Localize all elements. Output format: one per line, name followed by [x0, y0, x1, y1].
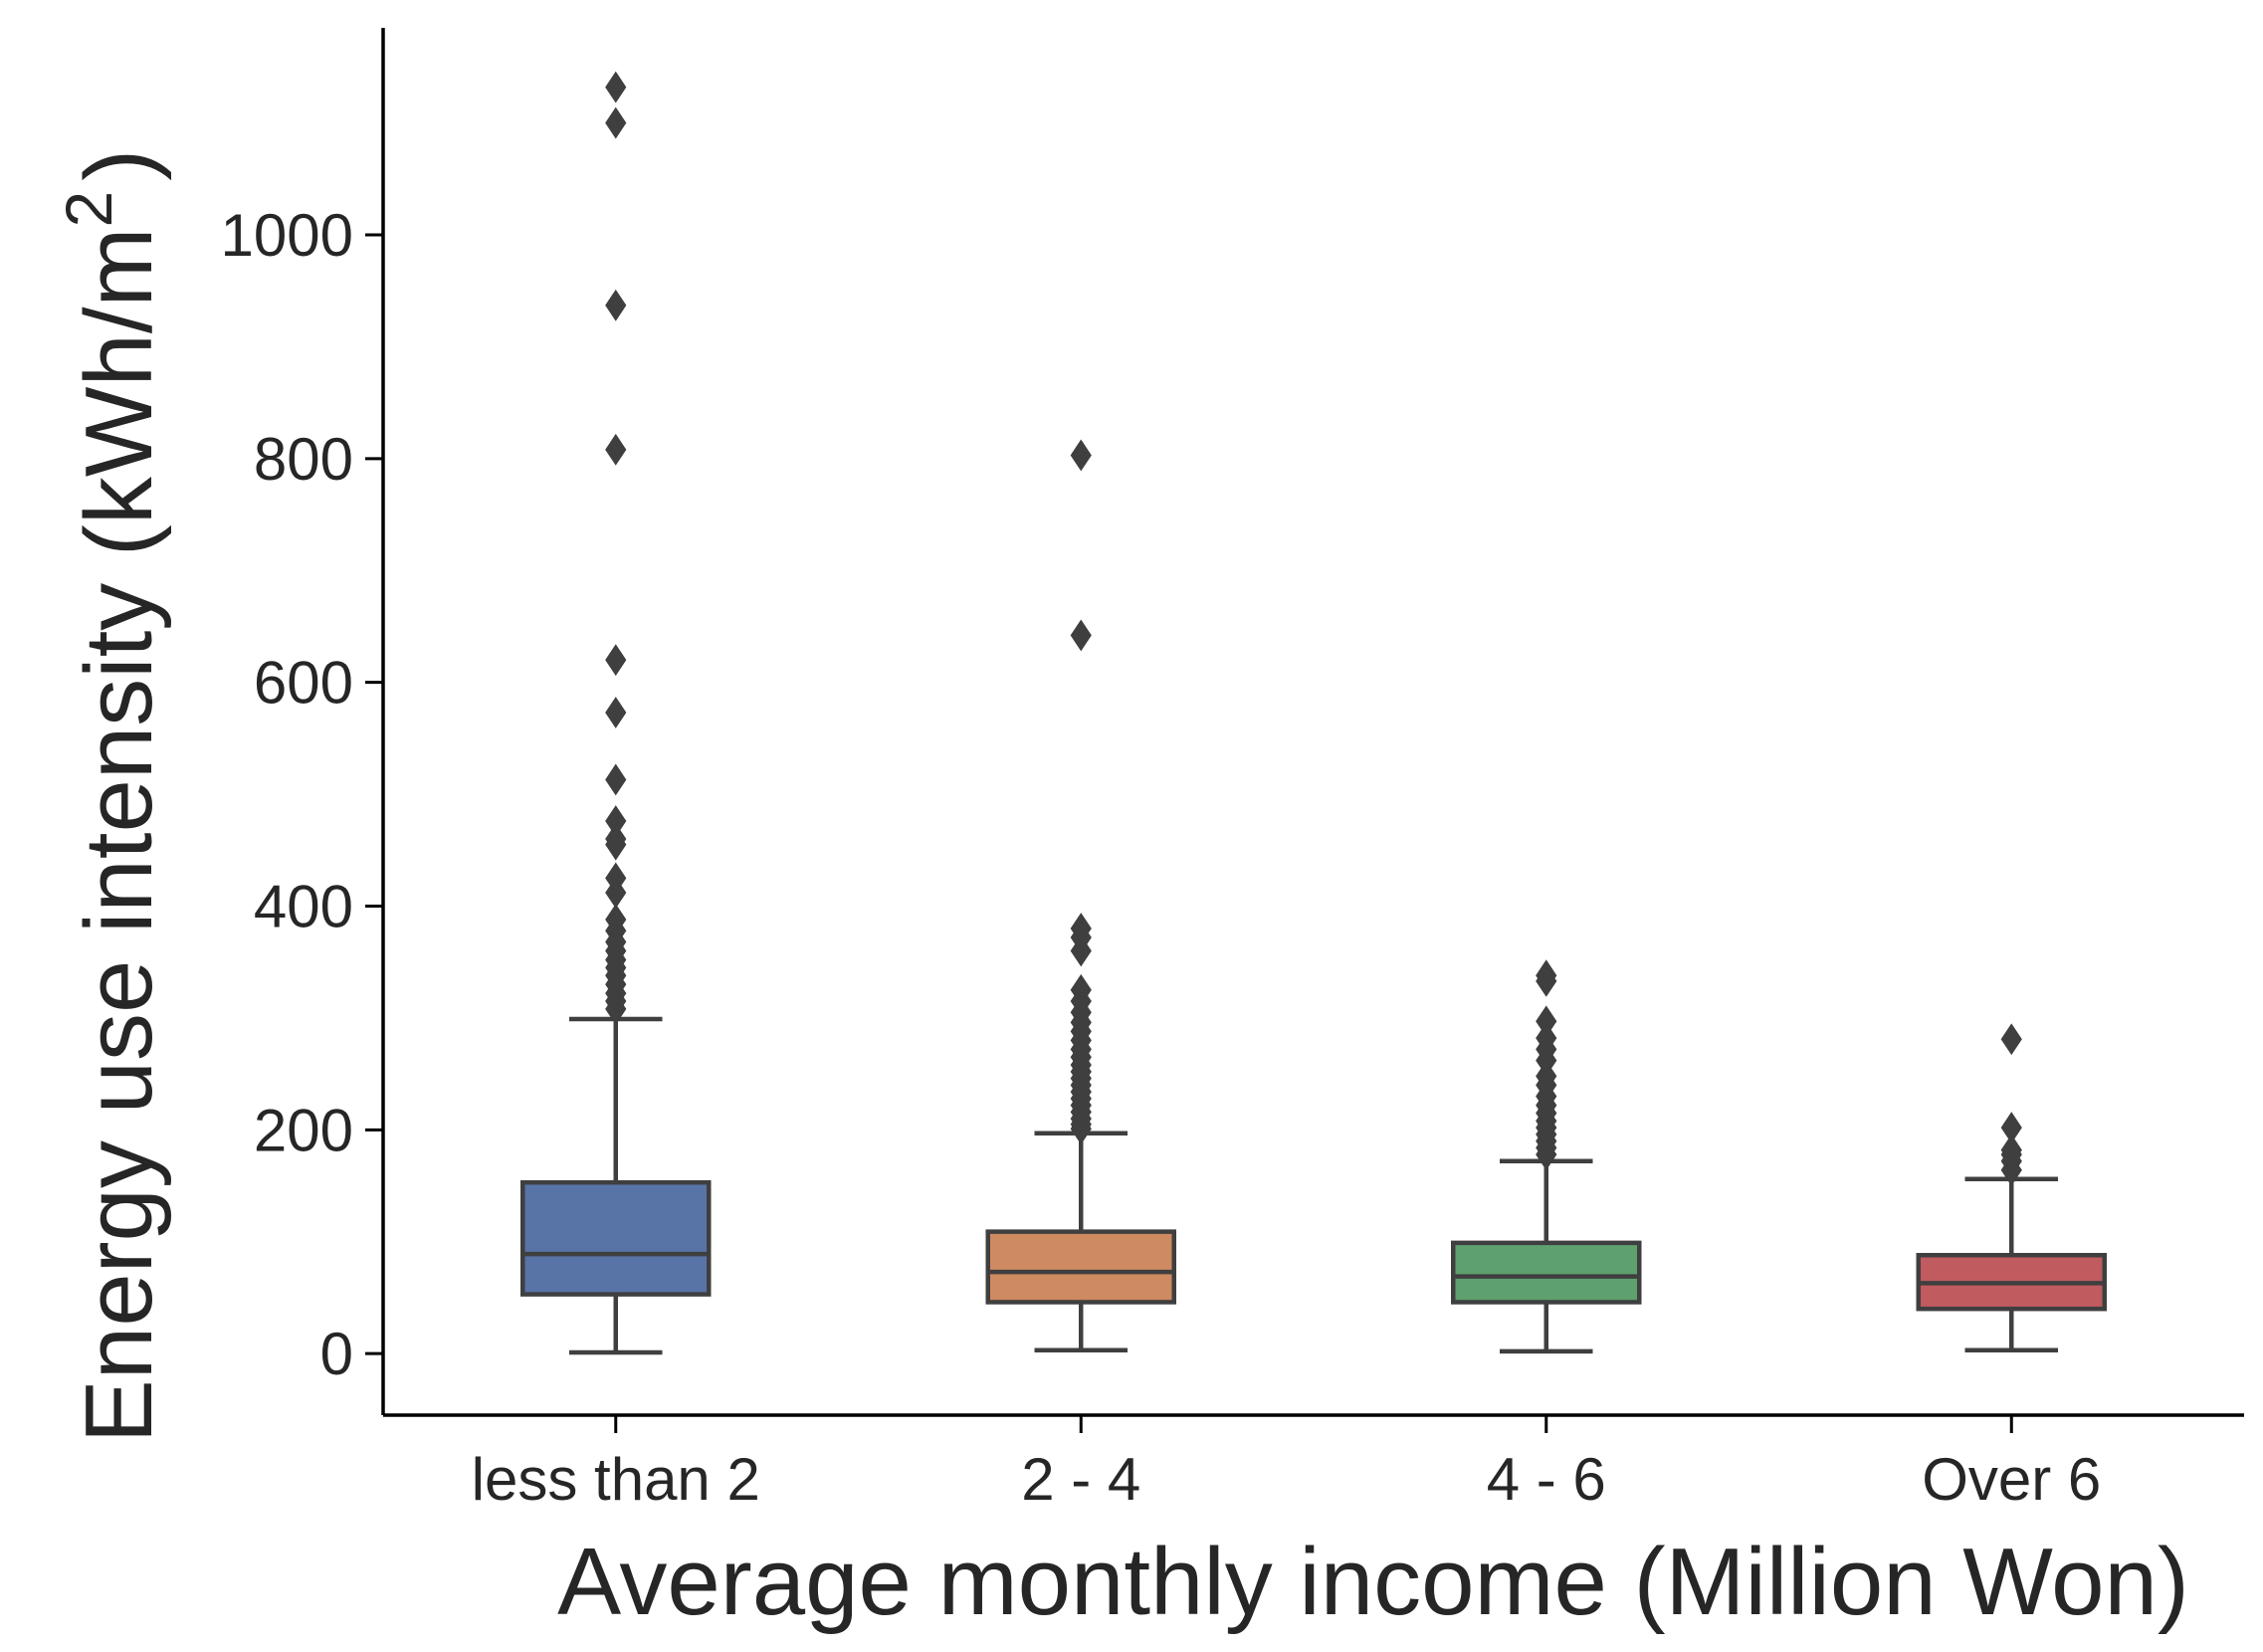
outlier-point [605, 433, 627, 466]
outlier-point [605, 71, 627, 103]
y-tick-label: 200 [254, 1097, 353, 1163]
outlier-point [1536, 1138, 1557, 1170]
box-group-4-6 [1451, 959, 1642, 1354]
y-tick-label: 400 [254, 873, 353, 939]
y-tick-label: 600 [254, 650, 353, 717]
y-tick-label: 0 [320, 1321, 353, 1387]
x-tick-label: Over 6 [1922, 1446, 2101, 1513]
outlier-point [1536, 964, 1557, 997]
box-group-less-than-2 [520, 71, 712, 1355]
x-tick-label: 2 - 4 [1021, 1446, 1140, 1513]
outlier-point [1070, 619, 1092, 652]
outlier-point [1070, 439, 1092, 472]
outlier-point [605, 697, 627, 728]
outlier-point [1070, 1113, 1092, 1145]
outlier-point [605, 106, 627, 139]
outlier-point [605, 993, 627, 1025]
outlier-point [2000, 1153, 2022, 1186]
outlier-point [1070, 934, 1092, 967]
y-tick-label: 800 [254, 426, 353, 493]
outlier-point [605, 644, 627, 677]
iqr-box [1451, 1240, 1642, 1305]
x-tick-label: less than 2 [472, 1446, 760, 1513]
x-tick-label: 4 - 6 [1487, 1446, 1606, 1513]
svg-text:Energy use intensity (kWh/m2): Energy use intensity (kWh/m2) [52, 149, 172, 1443]
box-group-2-4 [985, 439, 1176, 1353]
y-axis-title: Energy use intensity (kWh/m2) [52, 149, 172, 1443]
iqr-box [985, 1229, 1176, 1305]
outlier-point [605, 289, 627, 321]
boxes-layer [520, 71, 2107, 1355]
x-axis-title: Average monthly income (Million Won) [557, 1529, 2189, 1635]
outlier-point [605, 828, 627, 861]
box-group-over-6 [1916, 1023, 2107, 1353]
outlier-point [2000, 1023, 2022, 1056]
iqr-box [520, 1179, 712, 1297]
y-axis-title-superscript: 2 [52, 191, 125, 228]
y-axis-title-text: Energy use intensity (kWh/m [66, 227, 172, 1443]
axes-layer: 0 200 400 600 800 1000 less than 2 2 - 4 4 - 6 Ov… [221, 28, 2244, 1513]
outlier-point [605, 763, 627, 796]
y-axis-title-closing: ) [66, 149, 172, 181]
y-tick-label: 1000 [221, 202, 353, 269]
